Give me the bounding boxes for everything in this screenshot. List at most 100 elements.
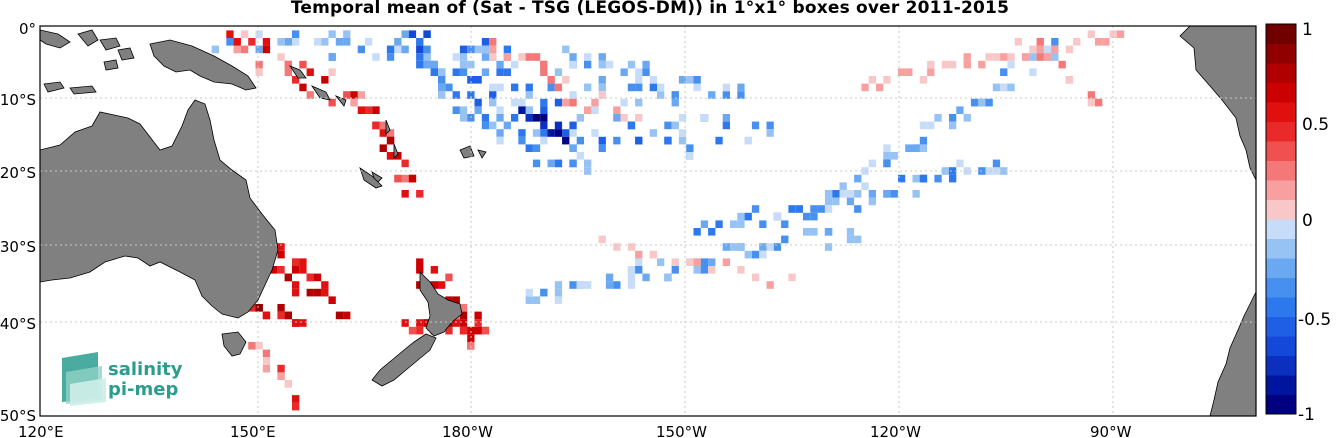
- data-cell: [423, 319, 431, 327]
- data-cell: [401, 190, 409, 198]
- data-cell: [978, 60, 986, 69]
- colorbar-swatch: [1266, 277, 1296, 298]
- data-cell: [438, 91, 446, 99]
- data-cell: [897, 174, 906, 183]
- data-cell: [613, 281, 621, 289]
- data-cell: [554, 296, 563, 304]
- data-cell: [386, 45, 395, 54]
- data-cell: [554, 288, 563, 297]
- data-cell: [664, 136, 672, 145]
- colorbar: [1266, 24, 1296, 415]
- data-cell: [912, 174, 920, 183]
- data-cell: [313, 38, 322, 46]
- data-cell: [934, 114, 942, 122]
- lon-tick: 180°W: [442, 423, 493, 438]
- data-cell: [635, 258, 643, 266]
- data-cell: [255, 342, 263, 350]
- data-cell: [635, 98, 643, 107]
- data-cell: [781, 235, 789, 244]
- data-cell: [518, 129, 526, 137]
- map-frame: [39, 25, 1257, 417]
- data-cell: [262, 311, 271, 320]
- data-cell: [613, 136, 621, 145]
- data-cell: [211, 45, 219, 54]
- data-cell: [649, 83, 657, 92]
- data-cell: [525, 91, 533, 99]
- data-cell: [1000, 53, 1008, 61]
- data-cell: [751, 250, 760, 259]
- data-cell: [832, 190, 840, 198]
- data-cell: [1087, 98, 1095, 107]
- data-cell: [525, 106, 533, 114]
- data-cell: [678, 129, 687, 137]
- lon-tick: 120°W: [870, 423, 921, 438]
- data-cell: [321, 76, 329, 84]
- data-cell: [919, 136, 928, 145]
- data-cell: [992, 83, 1001, 92]
- data-cell: [1036, 45, 1044, 54]
- data-cell: [605, 281, 614, 289]
- data-cell: [919, 144, 928, 152]
- data-cell: [240, 30, 249, 38]
- data-cell: [737, 220, 745, 228]
- data-cell: [496, 136, 504, 145]
- data-cell: [722, 258, 730, 266]
- data-cell: [912, 144, 920, 152]
- data-cell: [233, 38, 241, 46]
- data-cell: [1029, 45, 1037, 54]
- data-cell: [430, 266, 438, 274]
- lat-tick: 30°S: [0, 238, 36, 256]
- colorbar-swatch: [1266, 297, 1296, 317]
- data-cell: [642, 273, 650, 282]
- lat-tick-labels: 0° 10°S 20°S 30°S 40°S 50°S: [0, 20, 36, 425]
- data-cell: [1036, 53, 1044, 61]
- data-cell: [876, 83, 884, 92]
- data-cell: [459, 319, 468, 327]
- data-cell: [386, 53, 395, 61]
- data-cell: [759, 220, 767, 228]
- data-cell: [854, 205, 862, 213]
- data-cell: [532, 129, 541, 137]
- data-cell: [781, 220, 789, 228]
- data-cell: [766, 281, 774, 289]
- data-cell: [1000, 83, 1008, 92]
- data-cell: [328, 30, 336, 38]
- data-cell: [299, 266, 307, 274]
- colorbar-swatch: [1266, 141, 1296, 161]
- data-cell: [467, 326, 475, 335]
- data-cell: [883, 76, 891, 84]
- data-cell: [438, 68, 446, 76]
- chile-coast: [1209, 291, 1256, 416]
- data-cell: [496, 114, 504, 122]
- data-cell: [459, 60, 468, 69]
- data-cell: [584, 106, 592, 114]
- data-cell: [262, 45, 271, 54]
- data-cell: [737, 91, 745, 99]
- data-cell: [474, 326, 482, 335]
- data-cell: [525, 296, 533, 304]
- data-cell: [693, 83, 701, 92]
- new-guinea-landmass: [149, 39, 257, 91]
- data-cell: [525, 288, 533, 297]
- data-cell: [912, 190, 920, 198]
- colorbar-swatch: [1266, 316, 1296, 337]
- data-cell: [613, 114, 621, 122]
- data-cell: [620, 114, 628, 122]
- colorbar-swatch: [1266, 336, 1296, 356]
- data-cell: [525, 144, 533, 152]
- data-cell: [963, 53, 971, 61]
- data-cell: [357, 106, 365, 114]
- data-cell: [481, 45, 490, 54]
- data-cell: [722, 83, 730, 92]
- data-cell: [868, 159, 876, 168]
- data-cell: [569, 53, 577, 61]
- data-cell: [598, 136, 606, 145]
- data-cell: [883, 159, 891, 168]
- data-cell: [401, 45, 409, 54]
- data-cell: [438, 281, 446, 289]
- data-cell: [934, 174, 942, 183]
- colorbar-swatch: [1266, 82, 1296, 103]
- data-cell: [883, 152, 891, 160]
- data-cell: [613, 106, 621, 114]
- data-cell: [452, 91, 460, 99]
